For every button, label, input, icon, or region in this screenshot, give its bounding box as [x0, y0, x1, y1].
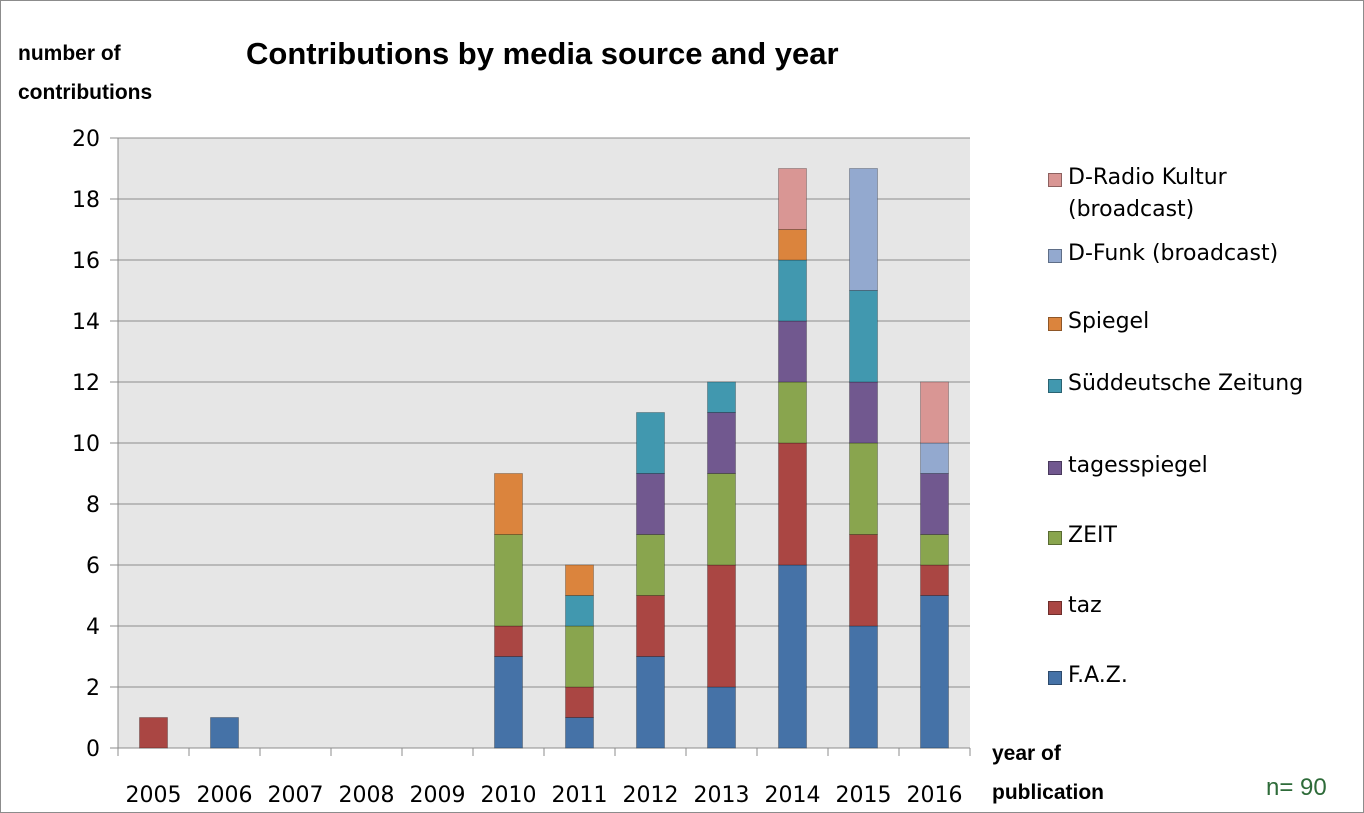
bar-segment — [849, 442, 878, 535]
legend-swatch — [1048, 531, 1062, 545]
bar-segment — [778, 168, 807, 230]
bar-segment — [139, 717, 168, 749]
legend-label: D-Funk (broadcast) — [1068, 241, 1279, 266]
x-tick-label: 2011 — [552, 783, 608, 808]
x-tick-label: 2015 — [836, 783, 892, 808]
y-tick-label: 20 — [72, 127, 100, 152]
bar-segment — [707, 686, 736, 749]
legend-item: Süddeutsche Zeitung — [1048, 368, 1358, 428]
legend-item: taz — [1048, 590, 1358, 650]
bar-segment — [778, 564, 807, 749]
bar-segment — [565, 595, 594, 627]
bar-segment — [920, 442, 949, 474]
y-axis-label: number of contributions — [18, 42, 153, 104]
bar-segment — [707, 564, 736, 688]
legend-swatch — [1048, 173, 1062, 187]
bar-segment — [920, 381, 949, 444]
bar-segment — [920, 564, 949, 596]
y-tick-label: 16 — [72, 249, 100, 274]
bar-segment — [494, 625, 523, 657]
bar-segment — [565, 717, 594, 749]
bar-segment — [849, 381, 878, 444]
bar-segment — [778, 381, 807, 444]
y-tick-label: 6 — [86, 554, 100, 579]
legend-item: tagesspiegel — [1048, 450, 1358, 510]
legend-label: F.A.Z. — [1068, 663, 1128, 688]
x-tick-label: 2006 — [197, 783, 253, 808]
legend-label: ZEIT — [1068, 523, 1117, 548]
bar-segment — [849, 625, 878, 749]
legend-item: Spiegel — [1048, 306, 1358, 366]
sample-size-note: n= 90 — [1266, 774, 1327, 801]
legend-swatch — [1048, 249, 1062, 263]
legend-item: D-Funk (broadcast) — [1048, 238, 1358, 298]
legend-item: ZEIT — [1048, 520, 1358, 580]
y-tick-label: 14 — [72, 310, 100, 335]
bar-segment — [778, 229, 807, 261]
x-tick-label: 2010 — [481, 783, 537, 808]
x-tick-label: 2008 — [339, 783, 395, 808]
chart-title: Contributions by media source and year — [246, 36, 839, 71]
legend-swatch — [1048, 601, 1062, 615]
x-tick-label: 2012 — [623, 783, 679, 808]
bar-segment — [494, 473, 523, 535]
bar-segment — [636, 473, 665, 535]
y-tick-label: 10 — [72, 432, 100, 457]
legend-label: Süddeutsche Zeitung — [1068, 371, 1304, 396]
legend-label: taz — [1068, 593, 1102, 618]
bar-segment — [920, 473, 949, 535]
bar-segment — [849, 290, 878, 383]
y-tick-label: 8 — [86, 493, 100, 518]
y-tick-label: 2 — [86, 676, 100, 701]
legend-swatch — [1048, 317, 1062, 331]
bar-segment — [210, 717, 239, 749]
legend-swatch — [1048, 671, 1062, 685]
x-tick-label: 2007 — [268, 783, 324, 808]
legend-swatch — [1048, 379, 1062, 393]
bar-segment — [636, 595, 665, 657]
bar-segment — [920, 595, 949, 749]
bar-segment — [565, 625, 594, 688]
x-tick-label: 2013 — [694, 783, 750, 808]
bar-segment — [494, 656, 523, 749]
bar-segment — [849, 168, 878, 291]
bar-segment — [778, 259, 807, 322]
y-tick-label: 0 — [86, 737, 100, 762]
legend-item: F.A.Z. — [1048, 660, 1358, 720]
y-tick-label: 4 — [86, 615, 100, 640]
legend-label: Spiegel — [1068, 309, 1150, 334]
bar-segment — [707, 381, 736, 413]
legend-label: D-Radio Kultur (broadcast) — [1068, 165, 1227, 222]
bar-segment — [707, 412, 736, 474]
x-axis-label: year of publication — [992, 742, 1104, 804]
x-tick-label: 2014 — [765, 783, 821, 808]
x-tick-label: 2005 — [126, 783, 182, 808]
bar-segment — [494, 534, 523, 627]
x-tick-label: 2009 — [410, 783, 466, 808]
bar-segment — [849, 534, 878, 627]
bar-segment — [636, 534, 665, 596]
bar-segment — [920, 534, 949, 566]
x-tick-label: 2016 — [907, 783, 963, 808]
bar-segment — [565, 564, 594, 596]
bar-segment — [636, 656, 665, 749]
bar-segment — [636, 412, 665, 474]
legend-swatch — [1048, 461, 1062, 475]
y-tick-label: 18 — [72, 188, 100, 213]
bar-segment — [707, 473, 736, 566]
bar-segment — [778, 320, 807, 383]
y-tick-label: 12 — [72, 371, 100, 396]
legend-item: D-Radio Kultur (broadcast) — [1048, 162, 1358, 222]
bar-segment — [778, 442, 807, 566]
bar-segment — [565, 686, 594, 718]
legend-label: tagesspiegel — [1068, 453, 1208, 478]
